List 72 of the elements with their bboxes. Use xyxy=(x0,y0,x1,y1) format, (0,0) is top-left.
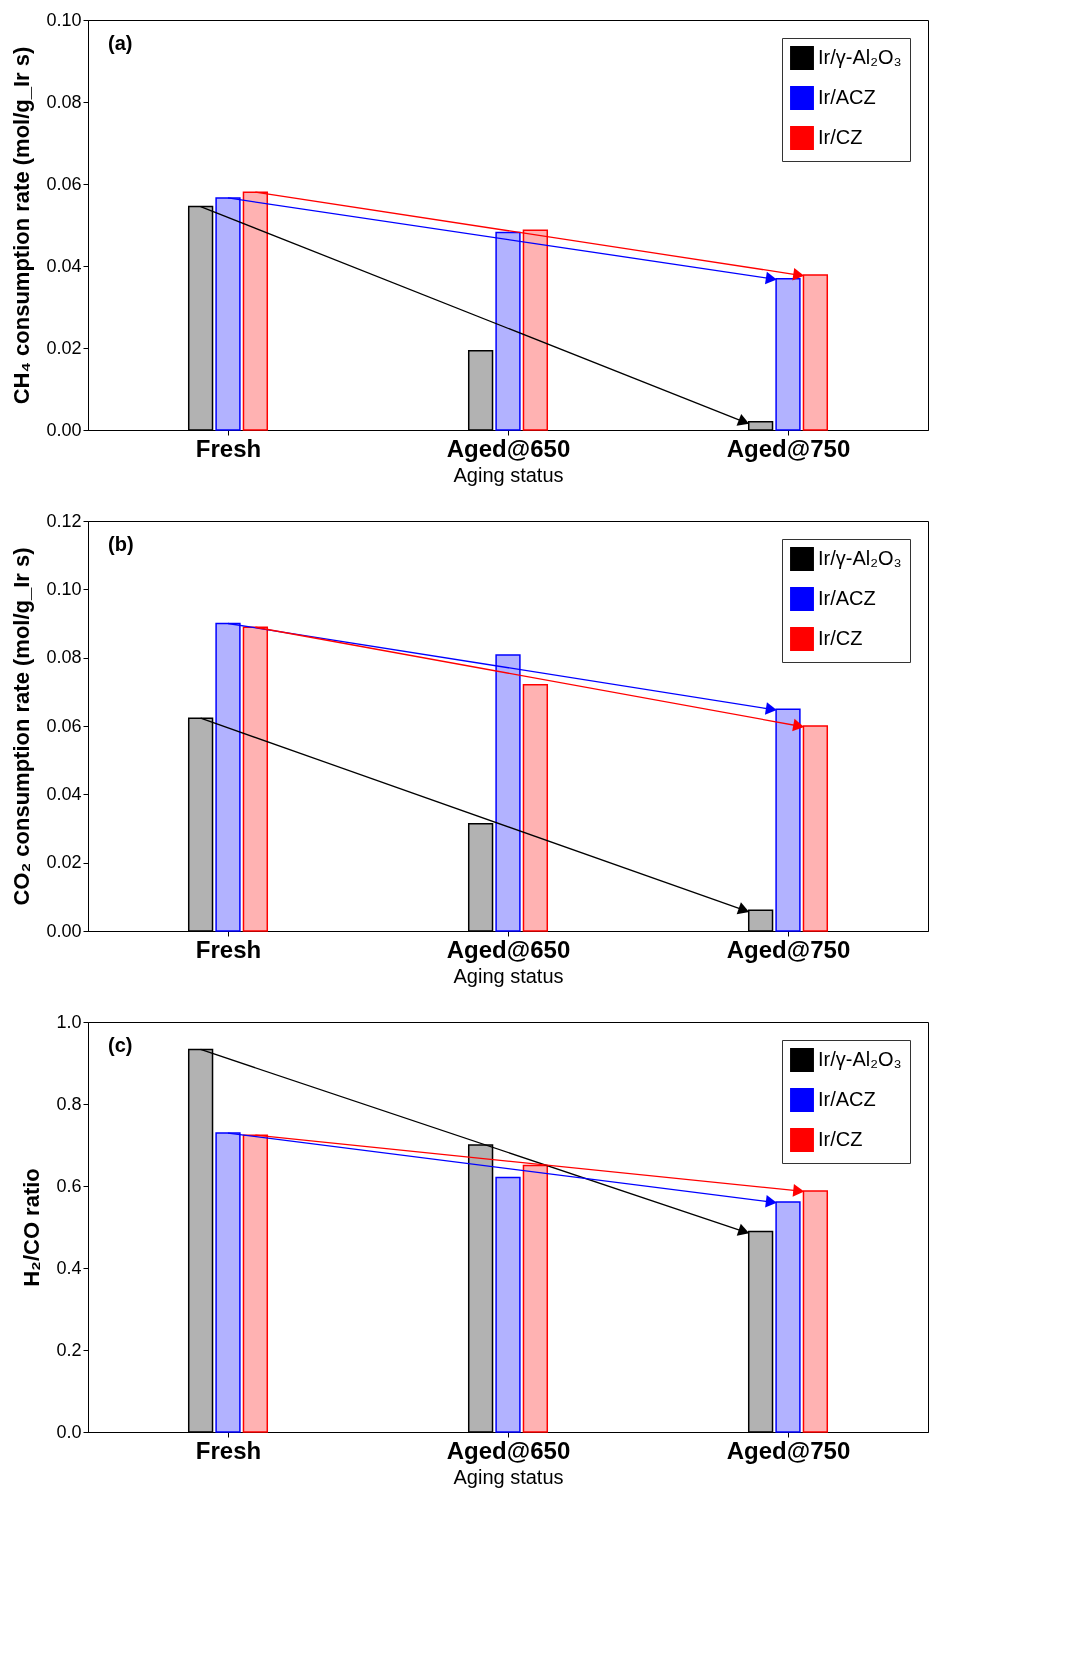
x-tick-label: Fresh xyxy=(195,1436,262,1464)
legend-label: Ir/γ-Al₂O₃ xyxy=(818,547,902,569)
y-tick-label: 0.02 xyxy=(46,337,82,358)
x-axis-title: Aging status xyxy=(453,1465,564,1488)
bar xyxy=(495,654,521,932)
bar xyxy=(495,1176,521,1433)
annotation: (c) xyxy=(108,1034,133,1056)
bar xyxy=(775,708,801,932)
y-tick-label: 0.00 xyxy=(46,920,82,941)
y-tick-label: 0.08 xyxy=(46,647,82,668)
legend-label: Ir/ACZ xyxy=(818,86,876,108)
legend-label: Ir/γ-Al₂O₃ xyxy=(818,46,902,68)
bar xyxy=(467,350,494,431)
bar xyxy=(242,1134,269,1433)
annotation: (a) xyxy=(108,32,133,54)
y-tick-label: 1.0 xyxy=(56,1011,82,1032)
annotation: (b) xyxy=(108,533,134,555)
bar xyxy=(522,229,549,431)
y-tick-label: 0.06 xyxy=(46,715,82,736)
y-tick-label: 0.12 xyxy=(46,510,82,531)
x-tick-label: Aged@650 xyxy=(446,1436,571,1464)
x-tick-label: Aged@650 xyxy=(446,434,571,462)
x-tick-label: Aged@750 xyxy=(726,1436,851,1464)
bar xyxy=(187,205,214,431)
legend-label: Ir/CZ xyxy=(818,1128,863,1150)
bar xyxy=(775,277,801,431)
bar xyxy=(747,1230,774,1433)
y-axis-title: CH₄ consumption rate (mol/g_Ir s) xyxy=(9,46,35,405)
bar xyxy=(522,1164,549,1433)
bar xyxy=(187,1048,214,1433)
y-tick-label: 0.10 xyxy=(46,9,82,30)
bar xyxy=(242,626,269,932)
y-tick-label: 0.04 xyxy=(46,783,82,804)
bar xyxy=(495,231,521,431)
bar xyxy=(215,622,241,932)
bar xyxy=(747,909,774,932)
x-tick-label: Fresh xyxy=(195,434,262,462)
bar xyxy=(802,274,829,431)
x-axis-title: Aging status xyxy=(453,463,564,486)
x-tick-label: Aged@750 xyxy=(726,434,851,462)
bar xyxy=(522,683,549,932)
x-tick-label: Aged@750 xyxy=(726,935,851,963)
bar xyxy=(775,1201,801,1433)
legend-label: Ir/CZ xyxy=(818,126,863,148)
y-tick-label: 0.2 xyxy=(56,1339,82,1360)
bar xyxy=(467,822,494,932)
bar xyxy=(467,1144,494,1433)
bar xyxy=(215,1132,241,1433)
bar xyxy=(215,197,241,431)
bar xyxy=(242,191,269,431)
y-tick-label: 0.0 xyxy=(56,1421,82,1442)
x-tick-label: Aged@650 xyxy=(446,935,571,963)
y-tick-label: 0.8 xyxy=(56,1093,82,1114)
bar xyxy=(802,725,829,932)
x-axis-title: Aging status xyxy=(453,964,564,987)
bar xyxy=(187,717,214,932)
y-tick-label: 0.10 xyxy=(46,578,82,599)
bar xyxy=(802,1190,829,1433)
y-axis-title: CO₂ consumption rate (mol/g_Ir s) xyxy=(9,547,35,906)
y-tick-label: 0.04 xyxy=(46,255,82,276)
y-tick-label: 0.00 xyxy=(46,419,82,440)
legend-label: Ir/CZ xyxy=(818,627,863,649)
legend-label: Ir/γ-Al₂O₃ xyxy=(818,1048,902,1070)
x-tick-label: Fresh xyxy=(195,935,262,963)
legend-label: Ir/ACZ xyxy=(818,1088,876,1110)
y-tick-label: 0.4 xyxy=(56,1257,82,1278)
y-tick-label: 0.08 xyxy=(46,91,82,112)
y-tick-label: 0.02 xyxy=(46,852,82,873)
y-tick-label: 0.06 xyxy=(46,173,82,194)
y-tick-label: 0.6 xyxy=(56,1175,82,1196)
y-axis-title: H₂/CO ratio xyxy=(19,1168,45,1287)
legend-label: Ir/ACZ xyxy=(818,587,876,609)
